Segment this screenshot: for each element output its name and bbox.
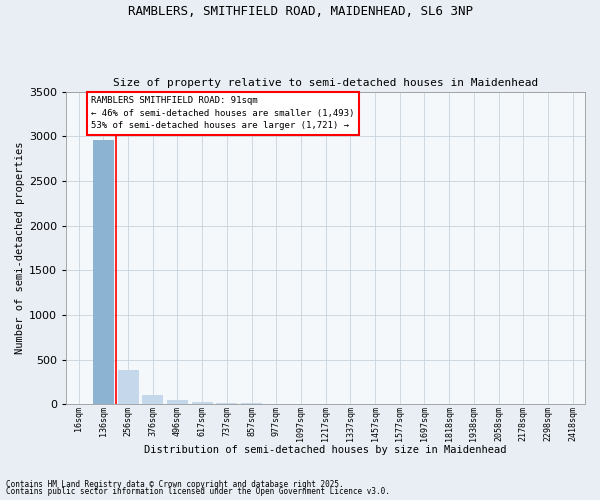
Text: RAMBLERS, SMITHFIELD ROAD, MAIDENHEAD, SL6 3NP: RAMBLERS, SMITHFIELD ROAD, MAIDENHEAD, S… [128, 5, 473, 18]
Bar [191, 402, 212, 404]
Y-axis label: Number of semi-detached properties: Number of semi-detached properties [15, 142, 25, 354]
Title: Size of property relative to semi-detached houses in Maidenhead: Size of property relative to semi-detach… [113, 78, 538, 88]
Bar [93, 140, 114, 404]
Bar [142, 394, 163, 404]
X-axis label: Distribution of semi-detached houses by size in Maidenhead: Distribution of semi-detached houses by … [145, 445, 507, 455]
Text: RAMBLERS SMITHFIELD ROAD: 91sqm
← 46% of semi-detached houses are smaller (1,493: RAMBLERS SMITHFIELD ROAD: 91sqm ← 46% of… [91, 96, 355, 130]
Bar [118, 370, 139, 404]
Bar [217, 403, 238, 404]
Text: Contains HM Land Registry data © Crown copyright and database right 2025.: Contains HM Land Registry data © Crown c… [6, 480, 344, 489]
Text: Contains public sector information licensed under the Open Government Licence v3: Contains public sector information licen… [6, 487, 390, 496]
Bar [167, 400, 188, 404]
